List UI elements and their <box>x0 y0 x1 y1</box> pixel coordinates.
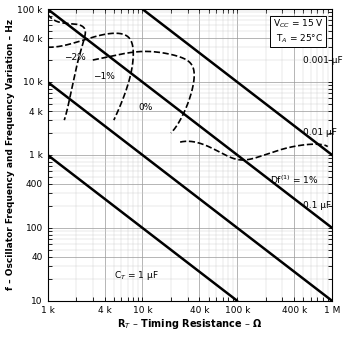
Text: −2%: −2% <box>64 53 86 62</box>
Text: 0.1 μF: 0.1 μF <box>303 202 331 210</box>
Text: −1%: −1% <box>93 72 115 81</box>
Y-axis label: f – Oscillator Frequency and Frequency Variation – Hz: f – Oscillator Frequency and Frequency V… <box>6 20 15 290</box>
Text: C$_T$ = 1 μF: C$_T$ = 1 μF <box>114 269 159 282</box>
Text: 0.001 μF: 0.001 μF <box>303 56 343 65</box>
X-axis label: R$_T$ – Timing Resistance – Ω: R$_T$ – Timing Resistance – Ω <box>117 317 263 332</box>
Text: Df$^{(1)}$ = 1%: Df$^{(1)}$ = 1% <box>270 174 318 186</box>
Text: 0%: 0% <box>138 103 153 112</box>
Text: 0.01 μF: 0.01 μF <box>303 128 337 137</box>
Text: V$_{CC}$ = 15 V
T$_A$ = 25°C: V$_{CC}$ = 15 V T$_A$ = 25°C <box>273 18 323 44</box>
